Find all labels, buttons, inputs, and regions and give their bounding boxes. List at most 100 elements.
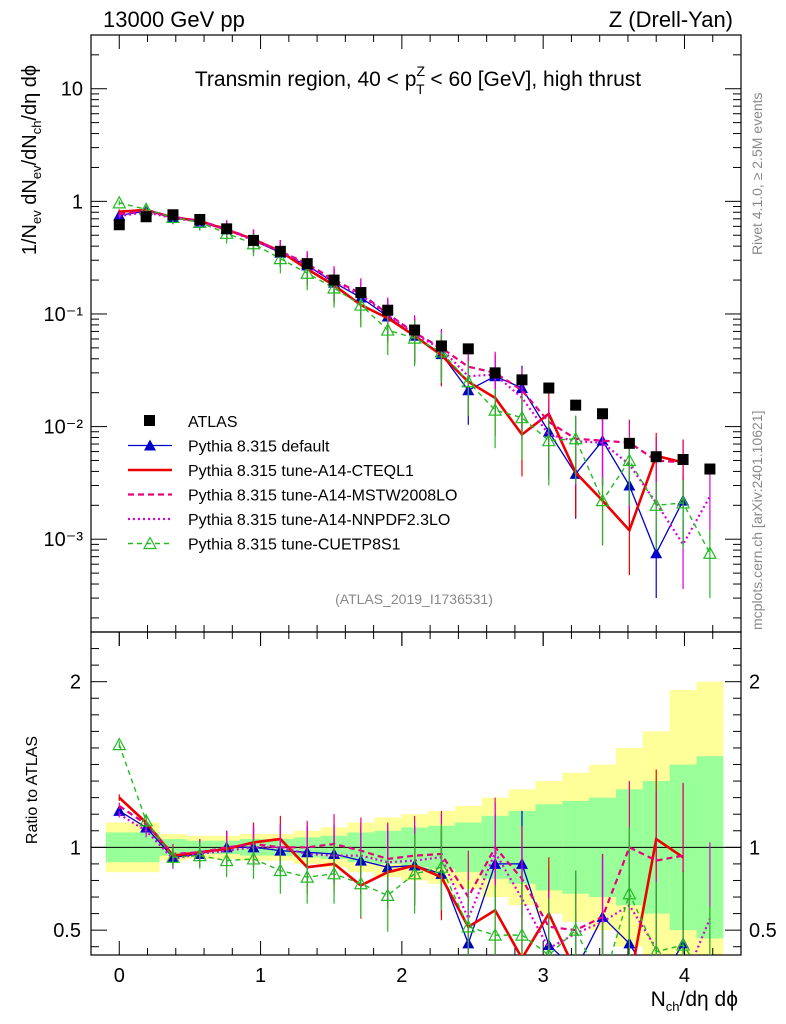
header-left: 13000 GeV pp xyxy=(103,7,245,32)
atlas-point-13 xyxy=(462,343,474,355)
y-tick-label--1: 10⁻¹ xyxy=(44,304,84,326)
legend-label-5: Pythia 8.315 tune-CUETP8S1 xyxy=(188,537,401,554)
ratio-plot-area xyxy=(112,737,716,990)
series-4-point-19 xyxy=(622,453,637,467)
atlas-point-12 xyxy=(435,340,447,352)
main-plot-area xyxy=(112,195,717,599)
legend-label-0: ATLAS xyxy=(188,414,238,431)
ratio-4-point-10 xyxy=(380,888,395,901)
atlas-point-5 xyxy=(248,234,259,246)
atlas-point-21 xyxy=(677,454,689,466)
atlas-point-3 xyxy=(194,214,206,226)
x-tick-label-0: 0 xyxy=(114,965,125,987)
legend-label-2: Pythia 8.315 tune-A14-CTEQL1 xyxy=(188,463,414,480)
ratio-4-point-18 xyxy=(597,979,609,990)
y-tick-label--3: 10⁻³ xyxy=(44,529,84,551)
series-4-point-11 xyxy=(407,330,422,344)
ratio-4-point-3 xyxy=(192,848,207,862)
ratio-4-point-2 xyxy=(165,850,180,863)
ratio-y-axis-title: Ratio to ATLAS xyxy=(24,736,41,844)
ratio-4-point-12 xyxy=(434,859,449,873)
legend-label-3: Pythia 8.315 tune-A14-MSTW2008LO xyxy=(188,488,457,505)
y-tick-label-0: 1 xyxy=(72,191,83,213)
series-4-point-18 xyxy=(595,493,610,507)
ratio-frame xyxy=(90,631,742,956)
ratio-4-point-19 xyxy=(622,886,637,900)
series-4-point-17 xyxy=(568,431,583,445)
atlas-point-19 xyxy=(623,437,635,449)
legend-marker-4 xyxy=(142,536,158,550)
chart-title: Transmin region, 40 < pZ T < 60 [GeV], hi… xyxy=(195,63,641,97)
ratio-tick-label-right-2: 2 xyxy=(749,672,760,694)
series-0-point-20 xyxy=(650,547,663,559)
atlas-point-7 xyxy=(301,258,313,270)
ratio-line-2 xyxy=(118,805,684,932)
ratio-4-point-13 xyxy=(461,919,476,933)
header-right: Z (Drell-Yan) xyxy=(609,7,733,32)
atlas-point-16 xyxy=(543,382,555,394)
ratio-4-point-15 xyxy=(514,927,529,941)
atlas-point-4 xyxy=(221,223,233,235)
ratio-tick-label-left-2: 2 xyxy=(70,672,81,694)
x-tick-label-3: 3 xyxy=(538,965,549,987)
atlas-point-8 xyxy=(328,274,340,286)
series-4-point-21 xyxy=(676,495,691,509)
atlas-point-1 xyxy=(140,211,152,223)
ratio-4-point-8 xyxy=(327,866,342,880)
atlas-point-14 xyxy=(489,367,501,379)
ratio-0-point-17 xyxy=(570,964,582,975)
atlas-point-17 xyxy=(570,399,582,411)
ratio-line-4 xyxy=(118,744,691,955)
ratio-4-point-4 xyxy=(219,853,234,867)
atlas-point-22 xyxy=(704,463,716,475)
ratio-4-point-16 xyxy=(544,947,553,955)
series-4-point-9 xyxy=(353,297,368,311)
atlas-point-9 xyxy=(355,287,367,299)
atlas-point-6 xyxy=(274,245,286,257)
rivet-label: Rivet 4.1.0, ≥ 2.5M events xyxy=(749,92,765,255)
legend-label-1: Pythia 8.315 default xyxy=(188,439,330,456)
atlas-point-20 xyxy=(650,451,662,463)
y-axis-title: 1/Nev dNev/dNch/dη dϕ xyxy=(19,65,44,255)
atlas-point-0 xyxy=(113,219,125,231)
ratio-0-point-0 xyxy=(113,804,126,816)
series-4-point-10 xyxy=(380,322,395,336)
ratio-4-point-1 xyxy=(139,813,154,827)
ratio-4-point-22 xyxy=(704,977,716,988)
ratio-4-point-6 xyxy=(273,863,288,877)
series-4-point-13 xyxy=(461,374,476,388)
x-tick-label-2: 2 xyxy=(396,965,407,987)
atlas-point-11 xyxy=(409,324,421,336)
ratio-4-point-5 xyxy=(246,851,261,865)
ratio-4-point-7 xyxy=(300,869,315,883)
series-4-point-16 xyxy=(541,433,556,447)
series-4-point-22 xyxy=(702,546,717,559)
mcplots-label: mcplots.cern.ch [arXiv:2401.10621] xyxy=(749,411,765,630)
series-4-point-15 xyxy=(514,410,529,424)
series-4-point-8 xyxy=(327,280,342,294)
x-axis-title: Nch/dη dϕ xyxy=(651,988,738,1014)
atlas-point-2 xyxy=(167,209,179,221)
ratio-4-point-9 xyxy=(353,876,368,890)
atlas-point-15 xyxy=(516,374,528,386)
series-4-point-20 xyxy=(649,498,664,511)
series-4-point-14 xyxy=(488,402,503,416)
ratio-4-point-20 xyxy=(650,944,662,955)
y-tick-label-1: 10 xyxy=(61,79,83,101)
ratio-4-point-0 xyxy=(112,737,127,751)
atlas-point-18 xyxy=(597,408,609,420)
ratio-4-point-21 xyxy=(676,937,691,951)
x-tick-label-1: 1 xyxy=(255,965,266,987)
y-tick-label--2: 10⁻² xyxy=(44,417,84,439)
ratio-tick-label-right-0: 0.5 xyxy=(749,920,777,942)
ratio-line-3 xyxy=(118,813,711,955)
series-line-4 xyxy=(119,202,711,554)
legend: ATLAS Pythia 8.315 default Pythia 8.315 tu… xyxy=(128,414,457,554)
series-line-1 xyxy=(119,208,684,533)
ratio-4-point-17 xyxy=(568,922,583,936)
ratio-4-point-11 xyxy=(407,866,422,880)
series-group xyxy=(112,195,717,990)
series-4-point-6 xyxy=(273,251,288,265)
ratio-tick-label-left-0: 0.5 xyxy=(53,920,81,942)
